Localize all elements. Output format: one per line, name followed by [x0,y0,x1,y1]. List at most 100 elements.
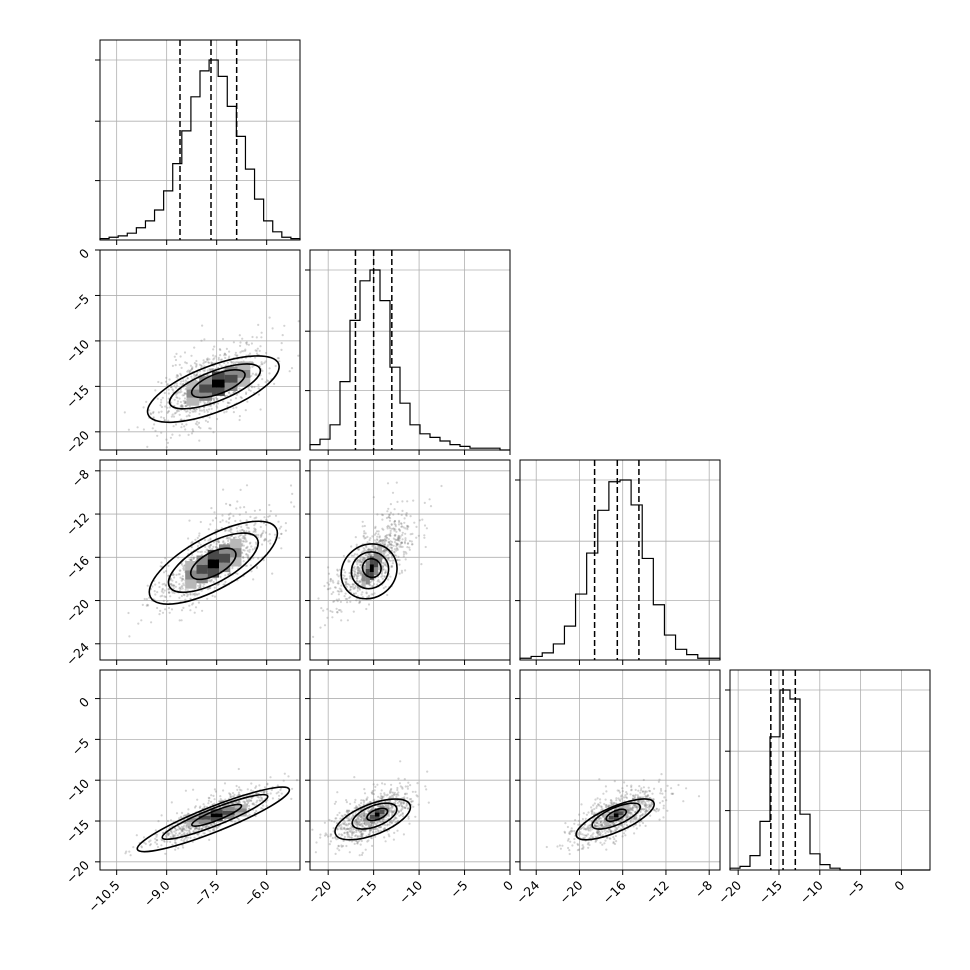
scatter-point [231,791,235,795]
scatter-point [397,523,401,526]
scatter-point [198,363,201,366]
scatter-point [391,806,394,810]
scatter-point [355,561,358,564]
scatter-point [249,515,252,519]
scatter-point [227,392,231,395]
scatter-point [256,347,259,350]
scatter-point [336,600,339,603]
scatter-point [400,525,403,528]
scatter-point [249,541,252,544]
scatter-point [408,539,411,543]
scatter-point [262,792,265,795]
scatter-point [243,530,246,533]
scatter-point [398,536,401,540]
scatter-point [207,580,210,583]
scatter-point [644,803,647,806]
scatter-point [263,786,267,789]
scatter-point [175,812,179,815]
scatter-point [352,832,355,835]
scatter-point [190,541,193,545]
scatter-point [348,583,351,586]
scatter-point [358,820,361,823]
scatter-point [342,568,346,572]
scatter-point [172,836,175,839]
scatter-point [331,616,334,619]
scatter-point [176,374,179,377]
scatter-point [176,396,179,399]
scatter-point [204,545,207,549]
scatter-point [383,549,386,552]
scatter-point [143,597,146,601]
density-cell [198,815,211,820]
density-cell [369,810,375,815]
scatter-point [383,553,386,556]
contour-0 [366,807,389,822]
scatter-point [400,541,403,545]
scatter-point [223,782,227,785]
scatter-point [260,534,263,537]
scatter-point [348,571,351,575]
scatter-point [178,619,181,622]
scatter-point [174,827,177,830]
scatter-point [228,792,231,795]
scatter-point [230,360,233,364]
scatter-point [358,558,361,562]
scatter-point [197,592,201,595]
scatter-point [188,370,191,373]
scatter-point [363,556,366,559]
scatter-point [279,788,282,792]
scatter-point [399,785,402,788]
scatter-point [339,609,342,612]
scatter-point [284,529,287,532]
scatter-point [182,567,185,570]
scatter-point [381,518,384,521]
scatter-point [171,433,174,436]
scatter-point [179,569,182,572]
scatter-point [359,559,362,563]
scatter-point [132,846,135,849]
scatter-point [182,582,185,585]
scatter-point [280,547,283,550]
scatter-point [370,823,373,826]
scatter-point [170,830,173,833]
scatter-point [180,825,183,828]
scatter-point [181,587,184,590]
scatter-point [167,606,171,610]
scatter-point [384,816,388,819]
scatter-point [400,801,403,805]
scatter-point [159,595,162,598]
scatter-point [333,600,336,603]
scatter-point [140,845,143,848]
panel-content [127,484,296,638]
scatter-point [189,559,192,562]
scatter-point [397,534,401,537]
scatter-point [381,539,384,542]
contour-0 [361,557,382,579]
scatter-point [184,789,187,792]
scatter-point [192,830,195,834]
scatter-point [240,350,243,353]
scatter-point [360,816,364,819]
scatter-point [404,792,407,795]
scatter-point [346,811,349,814]
scatter-point [395,542,398,545]
scatter-point [199,543,202,546]
scatter-point [248,542,251,545]
scatter-point [217,583,220,586]
scatter-point [234,820,237,823]
scatter-point [169,577,172,581]
scatter-point [413,521,416,524]
contour-1 [167,532,259,594]
scatter-point [248,804,251,808]
scatter-point [193,409,196,412]
scatter-point [170,415,173,418]
scatter-point [388,533,392,536]
scatter-point [262,530,265,533]
scatter-point [180,828,183,831]
scatter-point [198,827,201,830]
scatter-point [593,807,596,811]
scatter-point [155,835,158,838]
scatter-point [219,795,222,798]
scatter-point [160,416,163,419]
scatter-point [331,836,334,840]
